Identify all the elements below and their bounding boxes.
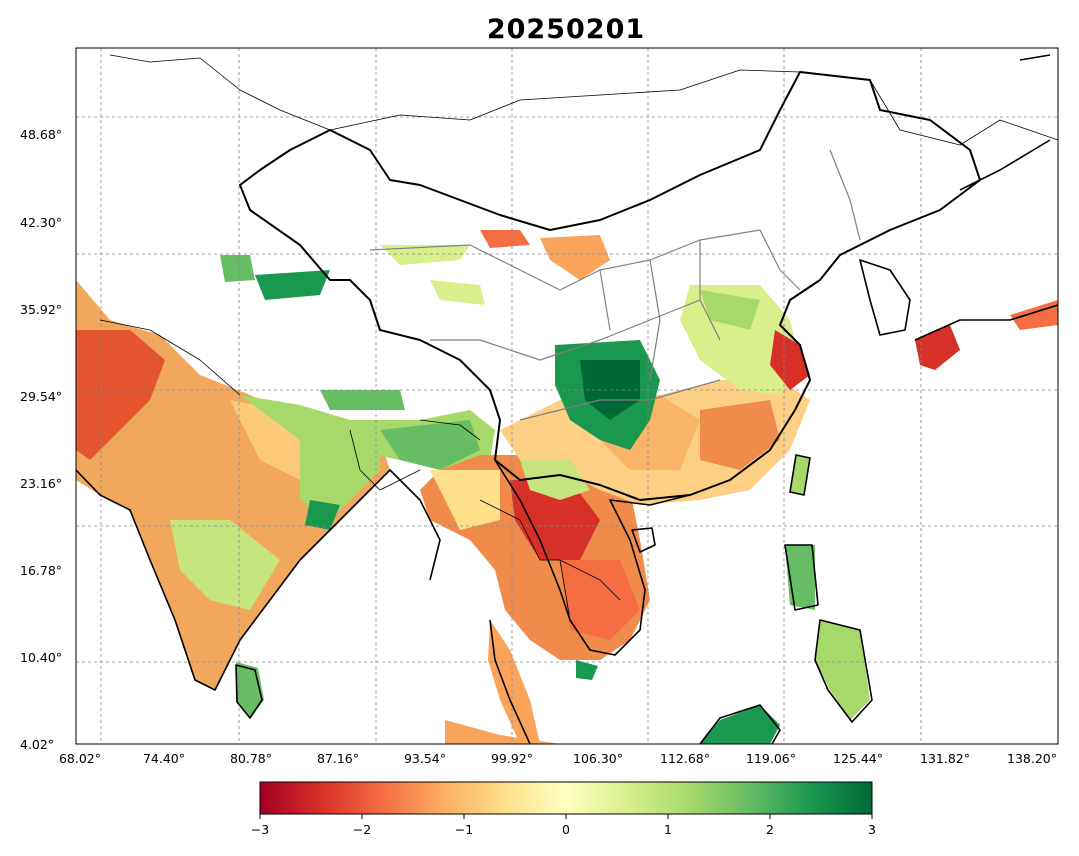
x-tick: 68.02° bbox=[59, 751, 101, 766]
colorbar-tick: −3 bbox=[251, 822, 269, 837]
colorbar-gradient bbox=[259, 781, 873, 815]
x-tick: 99.92° bbox=[491, 751, 533, 766]
y-tick: 42.30° bbox=[20, 215, 62, 230]
y-tick: 35.92° bbox=[20, 302, 62, 317]
colorbar-tick: −2 bbox=[353, 822, 371, 837]
y-tick: 4.02° bbox=[20, 737, 54, 752]
philippines bbox=[784, 544, 873, 723]
taiwan bbox=[789, 454, 811, 496]
colorbar: −3 −2 −1 0 1 2 3 bbox=[251, 781, 876, 837]
sri-lanka bbox=[235, 664, 263, 719]
x-tick: 106.30° bbox=[573, 751, 623, 766]
country-borders-outer bbox=[109, 54, 1058, 146]
map-title: 20250201 bbox=[486, 14, 646, 45]
y-tick: 10.40° bbox=[20, 650, 62, 665]
colorbar-tick: 3 bbox=[868, 822, 876, 837]
y-axis-ticks: 48.68° 42.30° 35.92° 29.54° 23.16° 16.78… bbox=[20, 127, 62, 752]
x-tick: 125.44° bbox=[833, 751, 883, 766]
india-coast bbox=[76, 469, 441, 691]
japan bbox=[914, 54, 1058, 341]
province-borders bbox=[369, 149, 861, 421]
colorbar-tick: 0 bbox=[562, 822, 570, 837]
china-border bbox=[239, 71, 981, 501]
gridlines bbox=[76, 48, 1058, 744]
x-tick: 87.16° bbox=[317, 751, 359, 766]
korea bbox=[859, 259, 911, 336]
x-tick: 131.82° bbox=[920, 751, 970, 766]
y-tick: 29.54° bbox=[20, 389, 62, 404]
x-tick: 112.68° bbox=[660, 751, 710, 766]
x-tick: 119.06° bbox=[746, 751, 796, 766]
malay-coast bbox=[489, 619, 531, 744]
x-axis-ticks: 68.02° 74.40° 80.78° 87.16° 93.54° 99.92… bbox=[59, 751, 1057, 766]
anomaly-raster bbox=[76, 230, 1058, 744]
colorbar-tick: −1 bbox=[455, 822, 473, 837]
y-tick: 16.78° bbox=[20, 563, 62, 578]
x-tick: 74.40° bbox=[143, 751, 185, 766]
colorbar-tick: 2 bbox=[766, 822, 774, 837]
x-tick: 93.54° bbox=[404, 751, 446, 766]
south-asia-borders bbox=[99, 319, 621, 621]
x-tick: 80.78° bbox=[230, 751, 272, 766]
hainan bbox=[631, 527, 656, 553]
y-tick: 23.16° bbox=[20, 476, 62, 491]
map-frame bbox=[75, 47, 1059, 745]
x-tick: 138.20° bbox=[1007, 751, 1057, 766]
colorbar-tick: 1 bbox=[664, 822, 672, 837]
y-tick: 48.68° bbox=[20, 127, 62, 142]
borneo bbox=[699, 704, 781, 744]
boundaries bbox=[76, 54, 1058, 744]
indochina-coast bbox=[494, 459, 691, 656]
